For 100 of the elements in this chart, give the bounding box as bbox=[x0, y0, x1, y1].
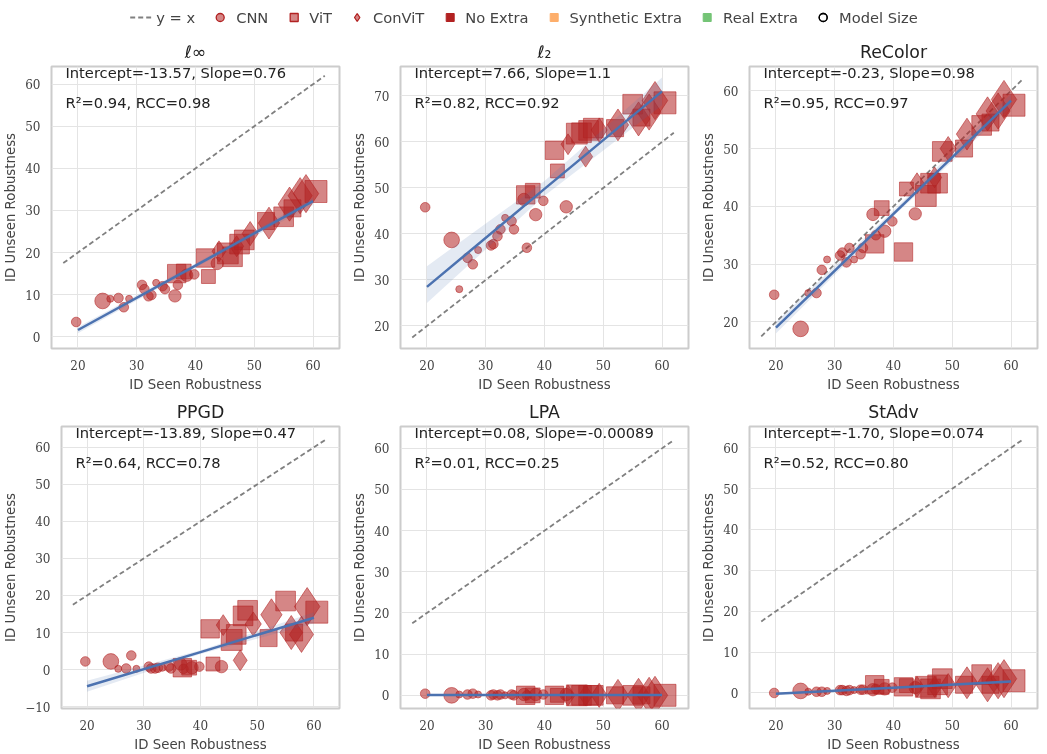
y-tick-label: 20 bbox=[374, 606, 390, 621]
y-tick-label: 60 bbox=[374, 442, 390, 457]
y-tick-label: 10 bbox=[35, 626, 51, 641]
y-tick-label: 60 bbox=[723, 441, 739, 456]
legend-label: ViT bbox=[309, 8, 333, 26]
x-axis-title: ID Seen Robustness bbox=[827, 736, 960, 752]
x-tick-label: 60 bbox=[305, 358, 321, 373]
annotation: R²=0.52, RCC=0.80 bbox=[763, 453, 909, 471]
y-tick-label: 0 bbox=[730, 686, 739, 701]
x-axis-title: ID Seen Robustness bbox=[134, 736, 267, 752]
x-tick-label: 30 bbox=[136, 718, 152, 733]
chart-title: StAdv bbox=[868, 401, 919, 422]
y-axis-title: ID Unseen Robustness bbox=[701, 132, 717, 283]
y-tick-label: 50 bbox=[723, 142, 739, 157]
x-tick-label: 40 bbox=[192, 718, 209, 733]
y-tick-label: 10 bbox=[25, 288, 41, 303]
x-tick-label: 40 bbox=[885, 358, 902, 373]
y-tick-label: 40 bbox=[723, 523, 739, 538]
y-tick-label: 40 bbox=[723, 200, 739, 215]
y-tick-label: 20 bbox=[35, 589, 51, 604]
y-tick-label: 20 bbox=[723, 605, 739, 620]
x-tick-label: 20 bbox=[768, 718, 784, 733]
annotation: R²=0.01, RCC=0.25 bbox=[414, 453, 560, 471]
x-axis-title: ID Seen Robustness bbox=[478, 376, 611, 392]
y-tick-label: 30 bbox=[35, 552, 51, 567]
x-tick-label: 20 bbox=[79, 718, 95, 733]
y-tick-label: 20 bbox=[374, 319, 390, 334]
legend-label: No Extra bbox=[465, 8, 529, 26]
y-axis-title: ID Unseen Robustness bbox=[3, 132, 19, 283]
annotation: R²=0.94, RCC=0.98 bbox=[65, 93, 211, 111]
x-tick-label: 30 bbox=[827, 718, 843, 733]
chart-title: LPA bbox=[529, 401, 561, 422]
y-tick-label: 50 bbox=[35, 478, 51, 493]
y-tick-label: 40 bbox=[374, 227, 390, 242]
x-tick-label: 20 bbox=[70, 358, 86, 373]
chart-title: ℓ₂ bbox=[536, 41, 552, 62]
y-tick-label: −10 bbox=[25, 700, 51, 715]
y-tick-label: 50 bbox=[25, 120, 41, 135]
x-tick-label: 30 bbox=[827, 358, 843, 373]
x-tick-label: 50 bbox=[944, 718, 960, 733]
y-tick-label: 0 bbox=[381, 689, 390, 704]
annotation: Intercept=7.66, Slope=1.1 bbox=[414, 63, 612, 81]
annotation: R²=0.82, RCC=0.92 bbox=[414, 93, 560, 111]
annotation: R²=0.95, RCC=0.97 bbox=[763, 93, 909, 111]
x-tick-label: 40 bbox=[536, 718, 553, 733]
y-tick-label: 60 bbox=[25, 78, 41, 93]
x-tick-label: 60 bbox=[1003, 358, 1019, 373]
y-tick-label: 50 bbox=[723, 482, 739, 497]
x-tick-label: 20 bbox=[419, 718, 435, 733]
legend-label: Synthetic Extra bbox=[569, 8, 683, 26]
y-axis-title: ID Unseen Robustness bbox=[3, 492, 19, 643]
x-tick-label: 30 bbox=[129, 358, 145, 373]
y-tick-label: 30 bbox=[723, 564, 739, 579]
x-tick-label: 50 bbox=[595, 718, 611, 733]
y-tick-label: 30 bbox=[374, 273, 390, 288]
annotation: Intercept=-1.70, Slope=0.074 bbox=[763, 423, 985, 441]
x-tick-label: 20 bbox=[419, 358, 435, 373]
x-tick-label: 60 bbox=[306, 718, 322, 733]
y-tick-label: 0 bbox=[32, 330, 41, 345]
legend-label: ConViT bbox=[373, 8, 425, 26]
y-tick-label: 40 bbox=[374, 524, 390, 539]
x-axis-title: ID Seen Robustness bbox=[827, 376, 960, 392]
y-tick-label: 60 bbox=[374, 135, 390, 150]
y-tick-label: 40 bbox=[35, 515, 51, 530]
x-tick-label: 60 bbox=[1003, 718, 1019, 733]
x-tick-label: 50 bbox=[944, 358, 960, 373]
annotation: Intercept=-13.57, Slope=0.76 bbox=[65, 63, 287, 81]
y-tick-label: 30 bbox=[374, 565, 390, 580]
x-tick-label: 50 bbox=[246, 358, 262, 373]
x-axis-title: ID Seen Robustness bbox=[129, 376, 262, 392]
y-axis-title: ID Unseen Robustness bbox=[701, 492, 717, 643]
x-tick-label: 30 bbox=[478, 718, 494, 733]
y-tick-label: 10 bbox=[374, 648, 390, 663]
legend-label: Model Size bbox=[839, 8, 918, 26]
y-tick-label: 30 bbox=[723, 258, 739, 273]
annotation: Intercept=-0.23, Slope=0.98 bbox=[763, 63, 975, 81]
y-tick-label: 30 bbox=[25, 204, 41, 219]
y-tick-label: 20 bbox=[25, 246, 41, 261]
y-tick-label: 60 bbox=[723, 84, 739, 99]
y-tick-label: 10 bbox=[723, 646, 739, 661]
chart-title: PPGD bbox=[176, 401, 225, 422]
x-tick-label: 20 bbox=[768, 358, 784, 373]
y-tick-label: 50 bbox=[374, 483, 390, 498]
legend-label: Real Extra bbox=[723, 8, 799, 26]
y-tick-label: 70 bbox=[374, 89, 390, 104]
x-tick-label: 60 bbox=[654, 718, 670, 733]
y-tick-label: 20 bbox=[723, 315, 739, 330]
annotation: R²=0.64, RCC=0.78 bbox=[75, 453, 221, 471]
x-tick-label: 40 bbox=[187, 358, 204, 373]
x-tick-label: 40 bbox=[885, 718, 902, 733]
y-tick-label: 50 bbox=[374, 181, 390, 196]
annotation: Intercept=0.08, Slope=-0.00089 bbox=[414, 423, 654, 441]
x-tick-label: 60 bbox=[654, 358, 670, 373]
chart-title: ℓ∞ bbox=[183, 41, 207, 62]
x-tick-label: 50 bbox=[595, 358, 611, 373]
x-tick-label: 50 bbox=[249, 718, 265, 733]
x-tick-label: 40 bbox=[536, 358, 553, 373]
y-axis-title: ID Unseen Robustness bbox=[352, 132, 368, 283]
x-axis-title: ID Seen Robustness bbox=[478, 736, 611, 752]
x-tick-label: 30 bbox=[478, 358, 494, 373]
